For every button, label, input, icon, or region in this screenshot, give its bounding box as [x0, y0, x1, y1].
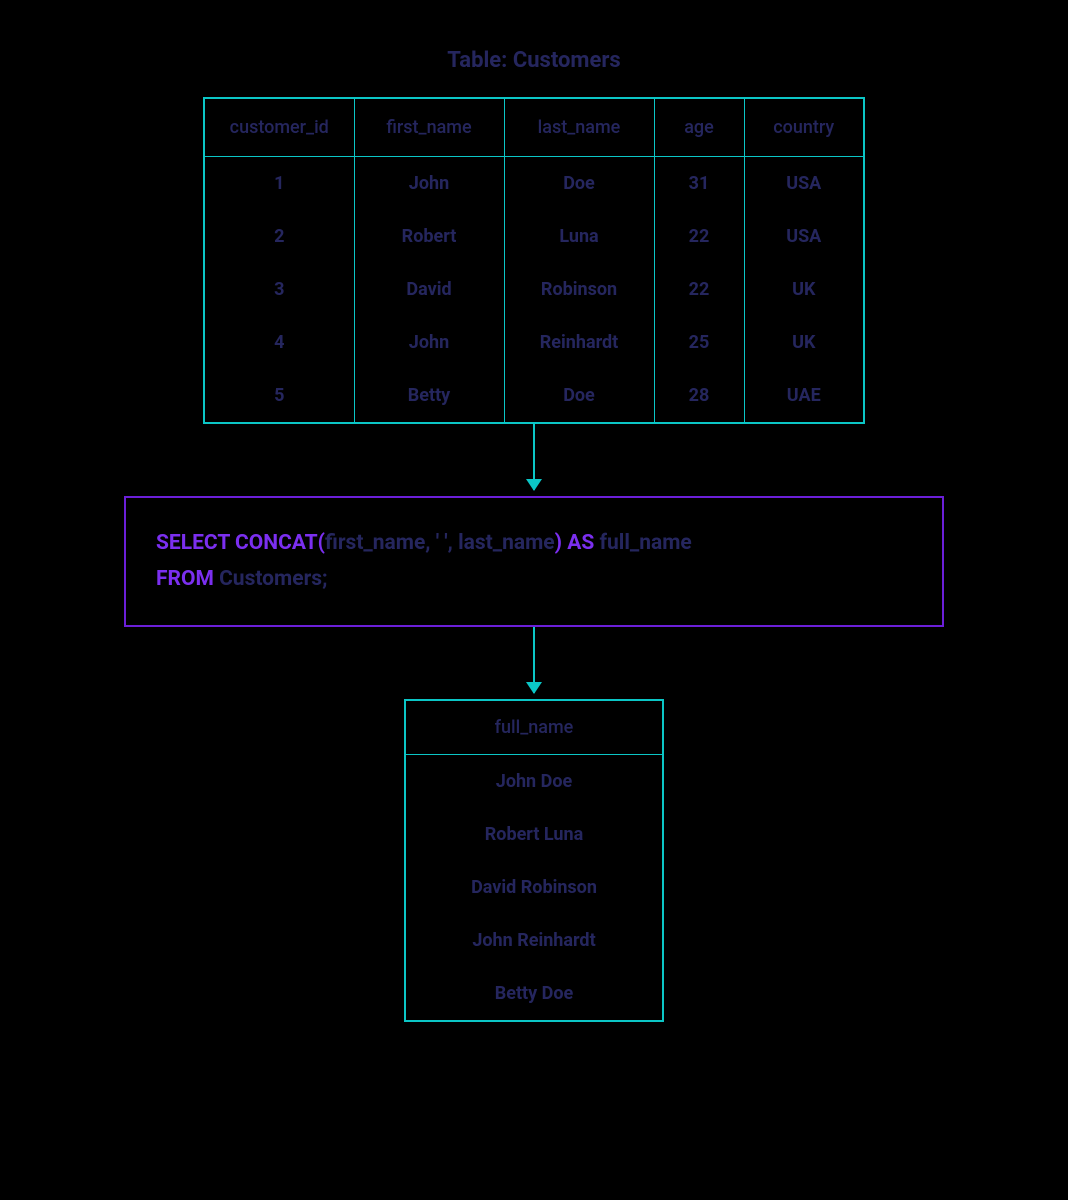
customers-table-body: 1JohnDoe31USA2RobertLuna22USA3DavidRobin…: [204, 157, 864, 424]
table-cell: 4: [204, 316, 354, 369]
table-row: John Doe: [405, 755, 663, 809]
arrow-table-to-sql: [0, 424, 1068, 490]
table-row: 4JohnReinhardt25UK: [204, 316, 864, 369]
customers-table: customer_id first_name last_name age cou…: [203, 97, 865, 424]
table-cell: 28: [654, 369, 744, 423]
sql-keyword: SELECT CONCAT(: [156, 531, 325, 555]
table-cell: 22: [654, 263, 744, 316]
table-cell: 5: [204, 369, 354, 423]
table-header-row: full_name: [405, 700, 663, 755]
table-cell: USA: [744, 157, 864, 211]
table-cell: Luna: [504, 210, 654, 263]
col-header-country: country: [744, 98, 864, 157]
table-cell: UK: [744, 316, 864, 369]
col-header-full-name: full_name: [405, 700, 663, 755]
table-cell: John Reinhardt: [405, 914, 663, 967]
table-cell: Robert Luna: [405, 808, 663, 861]
table-cell: 25: [654, 316, 744, 369]
diagram-title: Table: Customers: [0, 0, 1068, 97]
sql-text: first_name, ' ', last_name: [325, 531, 555, 555]
sql-query-box: SELECT CONCAT(first_name, ' ', last_name…: [124, 496, 944, 627]
table-row: 3DavidRobinson22UK: [204, 263, 864, 316]
table-cell: Reinhardt: [504, 316, 654, 369]
result-table-body: John DoeRobert LunaDavid RobinsonJohn Re…: [405, 755, 663, 1022]
table-cell: UK: [744, 263, 864, 316]
table-cell: Betty: [354, 369, 504, 423]
table-cell: Robert: [354, 210, 504, 263]
arrow-sql-to-result: [0, 627, 1068, 693]
arrow-down-icon: [533, 424, 535, 490]
table-cell: UAE: [744, 369, 864, 423]
table-cell: Doe: [504, 157, 654, 211]
sql-keyword: ) AS: [555, 531, 595, 555]
table-cell: 3: [204, 263, 354, 316]
sql-text: full_name: [594, 531, 692, 555]
table-cell: John: [354, 316, 504, 369]
table-cell: Doe: [504, 369, 654, 423]
col-header-first-name: first_name: [354, 98, 504, 157]
table-cell: John Doe: [405, 755, 663, 809]
table-cell: 1: [204, 157, 354, 211]
arrow-down-icon: [533, 627, 535, 693]
result-table: full_name John DoeRobert LunaDavid Robin…: [404, 699, 664, 1022]
table-row: 5BettyDoe28UAE: [204, 369, 864, 423]
table-cell: Betty Doe: [405, 967, 663, 1021]
table-cell: Robinson: [504, 263, 654, 316]
col-header-customer-id: customer_id: [204, 98, 354, 157]
table-row: Betty Doe: [405, 967, 663, 1021]
table-cell: David: [354, 263, 504, 316]
table-cell: John: [354, 157, 504, 211]
table-row: Robert Luna: [405, 808, 663, 861]
table-cell: 2: [204, 210, 354, 263]
sql-text: Customers;: [214, 567, 328, 591]
table-cell: 22: [654, 210, 744, 263]
col-header-age: age: [654, 98, 744, 157]
col-header-last-name: last_name: [504, 98, 654, 157]
table-cell: 31: [654, 157, 744, 211]
table-row: 1JohnDoe31USA: [204, 157, 864, 211]
table-cell: USA: [744, 210, 864, 263]
table-row: John Reinhardt: [405, 914, 663, 967]
table-cell: David Robinson: [405, 861, 663, 914]
table-row: David Robinson: [405, 861, 663, 914]
sql-keyword: FROM: [156, 567, 214, 591]
table-header-row: customer_id first_name last_name age cou…: [204, 98, 864, 157]
table-row: 2RobertLuna22USA: [204, 210, 864, 263]
